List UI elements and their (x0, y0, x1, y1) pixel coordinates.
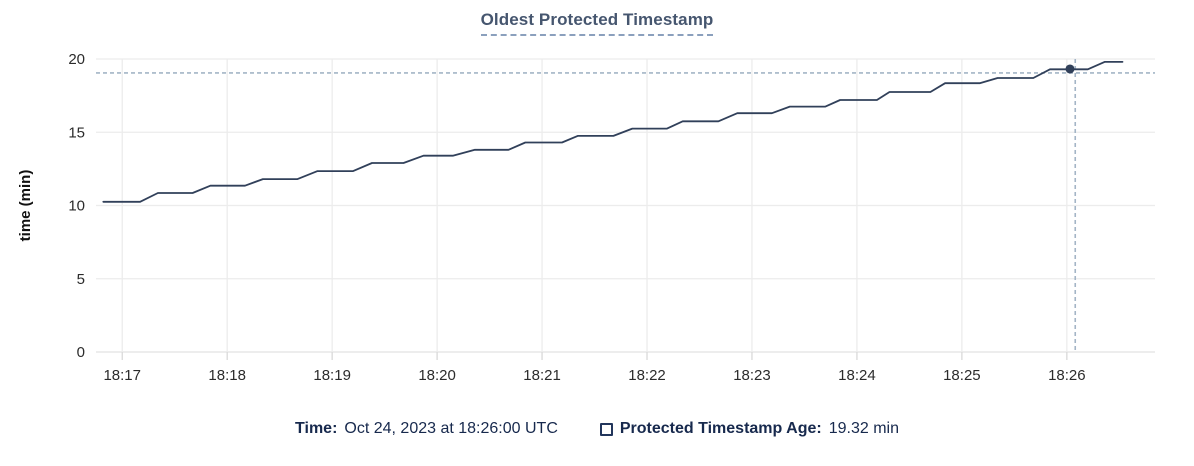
x-tick-label: 18:26 (1048, 367, 1086, 384)
y-tick-label: 10 (68, 198, 85, 215)
x-tick-label: 18:23 (733, 367, 771, 384)
series-checkbox[interactable] (599, 422, 613, 436)
hover-time-readout: Time: Oct 24, 2023 at 18:26:00 UTC (295, 417, 558, 441)
x-tick-label: 18:18 (208, 367, 246, 384)
chart-title[interactable]: Oldest Protected Timestamp (480, 10, 714, 36)
series-line-protected-timestamp-age (102, 60, 1124, 203)
y-tick-label: 5 (77, 271, 85, 288)
line-chart[interactable]: 0 5 10 15 20 18:17 18:18 18:19 18:20 18:21 18:22 18… (0, 40, 1194, 392)
y-tick-label: 20 (68, 51, 85, 68)
x-tick-label: 18:21 (523, 367, 561, 384)
time-readout-label: Time: (295, 420, 338, 437)
hover-point (1065, 64, 1075, 74)
y-tick-label: 15 (68, 124, 85, 141)
time-readout-value: Oct 24, 2023 at 18:26:00 UTC (344, 420, 558, 437)
x-tick-label: 18:22 (628, 367, 666, 384)
y-tick-label: 0 (77, 344, 85, 361)
x-tick-label: 18:17 (103, 367, 141, 384)
x-tick-label: 18:20 (418, 367, 456, 384)
x-tick-label: 18:25 (943, 367, 981, 384)
series-label: Protected Timestamp Age: (619, 420, 822, 437)
legend-item-protected-timestamp-age[interactable]: Protected Timestamp Age: 19.32 min (599, 417, 899, 441)
series-value: 19.32 min (828, 420, 899, 437)
y-axis-title: time (min) (17, 170, 34, 242)
chart-legend: Time: Oct 24, 2023 at 18:26:00 UTC Protec… (0, 417, 1194, 441)
chart-title-row: Oldest Protected Timestamp (0, 10, 1194, 36)
x-tick-label: 18:19 (313, 367, 351, 384)
x-tick-label: 18:24 (838, 367, 876, 384)
